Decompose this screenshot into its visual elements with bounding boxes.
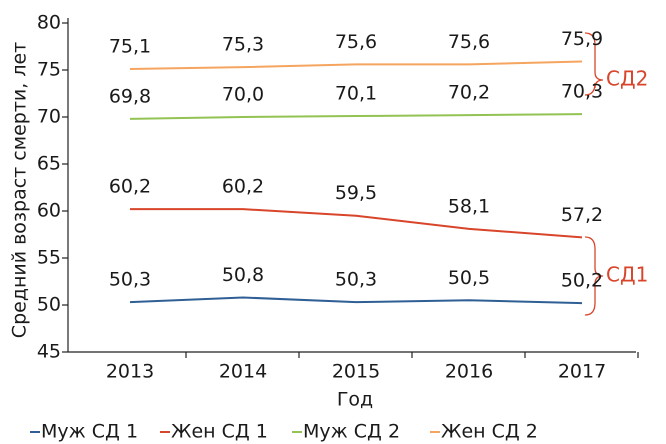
x-tick-label: 2017 xyxy=(558,361,606,383)
brace xyxy=(584,32,604,96)
data-label: 50,8 xyxy=(222,264,264,286)
line xyxy=(129,296,583,305)
data-label: 70,0 xyxy=(222,84,264,106)
y-tick-label: 50 xyxy=(37,294,61,316)
data-label: 70,3 xyxy=(561,81,603,103)
data-label: 50,5 xyxy=(448,267,490,289)
x-tick-label: 2016 xyxy=(445,361,493,383)
x-tick-label: 2015 xyxy=(332,361,380,383)
data-label: 75,6 xyxy=(448,31,490,53)
data-label: 70,1 xyxy=(335,83,377,105)
x-tick-label: 2013 xyxy=(106,361,154,383)
data-label: 50,2 xyxy=(561,270,603,292)
line xyxy=(129,113,583,120)
x-axis-label: Год xyxy=(337,389,373,411)
legend-label: Муж СД 2 xyxy=(303,421,400,443)
data-label: 75,1 xyxy=(109,36,151,58)
y-tick-label: 55 xyxy=(37,247,61,269)
legend-label: Муж СД 1 xyxy=(41,421,138,443)
y-tick-label: 45 xyxy=(37,341,61,363)
data-label: 75,9 xyxy=(561,28,603,50)
data-label: 69,8 xyxy=(109,85,151,107)
line xyxy=(130,208,583,239)
y-tick-label: 70 xyxy=(37,106,61,128)
line xyxy=(129,60,583,71)
data-label: 75,3 xyxy=(222,34,264,56)
y-tick-label: 80 xyxy=(37,12,61,34)
legend-label: Жен СД 1 xyxy=(171,421,268,443)
data-label: 50,3 xyxy=(109,269,151,291)
y-tick-label: 60 xyxy=(37,200,61,222)
x-tick-label: 2014 xyxy=(219,361,267,383)
y-tick-label: 75 xyxy=(37,59,61,81)
data-label: 57,2 xyxy=(561,204,603,226)
y-tick-label: 65 xyxy=(37,153,61,175)
y-axis-label: Средний возраст смерти, лет xyxy=(9,42,31,338)
data-label: 70,2 xyxy=(448,82,490,104)
legend-label: Жен СД 2 xyxy=(441,421,538,443)
brace xyxy=(584,236,604,316)
data-label: 58,1 xyxy=(448,195,490,217)
data-label: 50,3 xyxy=(335,269,377,291)
annotation: СД2 xyxy=(606,67,648,91)
data-label: 75,6 xyxy=(335,31,377,53)
annotation: СД1 xyxy=(606,263,648,287)
data-label: 60,2 xyxy=(222,176,264,198)
data-label: 60,2 xyxy=(109,176,151,198)
data-label: 59,5 xyxy=(335,182,377,204)
